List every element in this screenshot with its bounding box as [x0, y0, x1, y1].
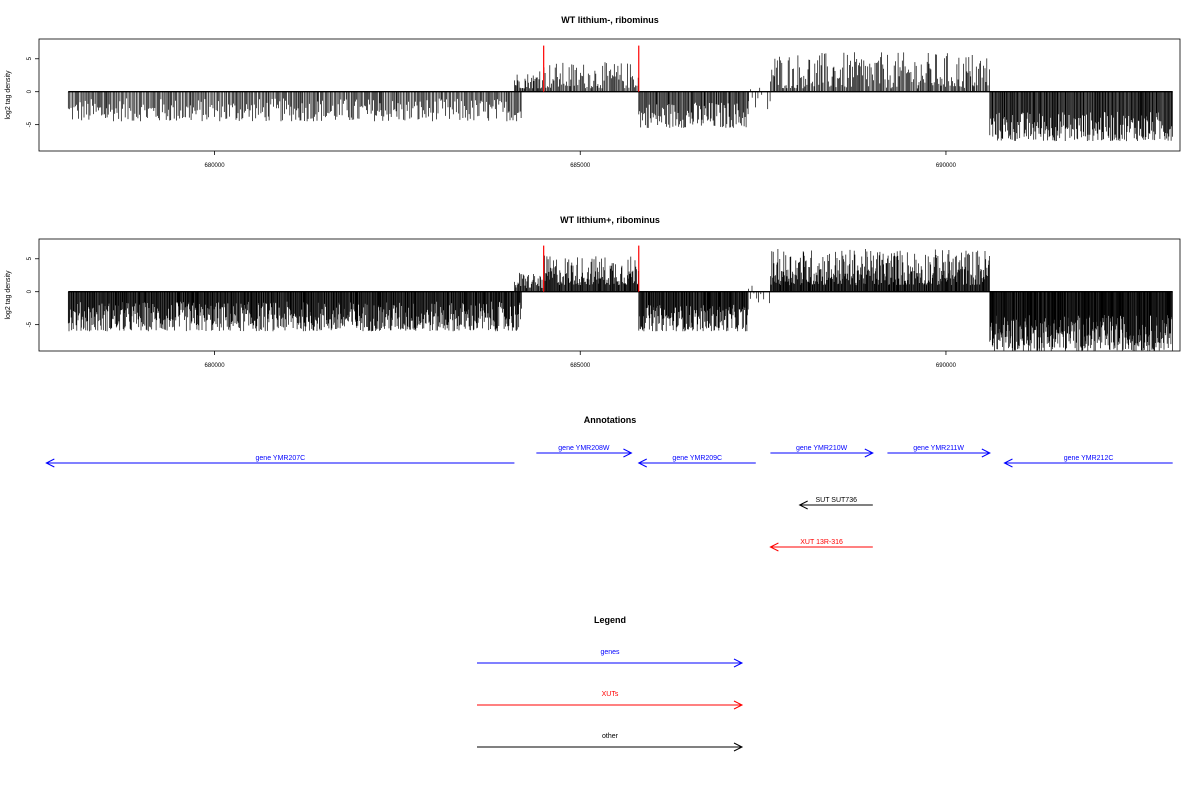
legend-label: other [602, 733, 619, 740]
feature-label: gene YMR207C [256, 455, 306, 462]
panel-title: WT lithium-, ribominus [561, 15, 659, 25]
axes: 680000 685000 690000 -5 0 5 [27, 56, 957, 169]
feature-label: gene YMR210W [796, 445, 848, 452]
legend-item: genes [477, 649, 744, 668]
annotation-feature: gene YMR207C [45, 455, 515, 468]
annotation-feature: gene YMR210W [770, 445, 874, 458]
annotation-feature: gene YMR209C [637, 455, 756, 468]
annotations-title: Annotations [584, 415, 637, 425]
feature-label: XUT 13R-316 [800, 539, 843, 546]
signal-bars [67, 45, 1173, 142]
y-tick-label: -5 [27, 321, 33, 327]
feature-arrowhead [637, 458, 647, 468]
legend-title: Legend [594, 615, 626, 625]
annotation-features: gene YMR207C gene YMR208W gene YMR209C gene… [45, 445, 1173, 552]
feature-label: gene YMR211W [913, 445, 964, 452]
x-tick-label: 690000 [936, 163, 957, 169]
feature-label: gene YMR209C [672, 455, 722, 462]
axes: 680000 685000 690000 -5 0 5 [27, 256, 957, 369]
y-axis-label: log2 tag density [5, 270, 12, 320]
legend-item: XUTs [477, 691, 744, 710]
legend-arrowhead [733, 742, 744, 752]
x-tick-label: 685000 [570, 163, 591, 169]
feature-label: gene YMR208W [558, 445, 610, 452]
panel-title: WT lithium+, ribominus [560, 215, 660, 225]
annotation-feature: gene YMR211W [887, 445, 991, 458]
feature-label: SUT SUT736 [815, 497, 857, 504]
x-tick-label: 690000 [936, 363, 957, 369]
x-tick-label: 680000 [205, 363, 226, 369]
legend-arrowhead [733, 658, 744, 668]
panel-lithium-minus: WT lithium-, ribominus log2 tag density … [5, 15, 1181, 169]
panel-lithium-plus: WT lithium+, ribominus log2 tag density … [5, 215, 1181, 369]
annotation-feature: XUT 13R-316 [769, 539, 873, 552]
legend-label: XUTs [602, 691, 619, 698]
plot-frame [38, 38, 1181, 152]
feature-arrowhead [45, 458, 55, 468]
feature-arrowhead [864, 448, 874, 458]
feature-arrowhead [1003, 458, 1013, 468]
feature-label: gene YMR212C [1064, 455, 1114, 462]
feature-arrowhead [798, 500, 808, 510]
x-tick-label: 680000 [205, 163, 226, 169]
feature-arrowhead [769, 542, 779, 552]
feature-arrowhead [981, 448, 991, 458]
signal-bars [67, 245, 1173, 351]
y-tick-label: 0 [27, 89, 33, 93]
y-tick-label: 5 [27, 256, 33, 260]
y-tick-label: 0 [27, 289, 33, 293]
feature-arrowhead [623, 448, 633, 458]
annotation-feature: gene YMR208W [536, 445, 633, 458]
legend-arrowhead [733, 700, 744, 710]
annotation-feature: gene YMR212C [1003, 455, 1173, 468]
plot-frame [38, 238, 1181, 352]
y-axis-label: log2 tag density [5, 70, 12, 120]
legend: Legend genes XUTs other [477, 615, 744, 752]
annotation-feature: SUT SUT736 [798, 497, 873, 510]
y-tick-label: -5 [27, 121, 33, 127]
x-tick-label: 685000 [570, 363, 591, 369]
legend-item: other [477, 733, 744, 752]
legend-label: genes [600, 649, 620, 656]
y-tick-label: 5 [27, 56, 33, 60]
legend-items: genes XUTs other [477, 649, 744, 752]
